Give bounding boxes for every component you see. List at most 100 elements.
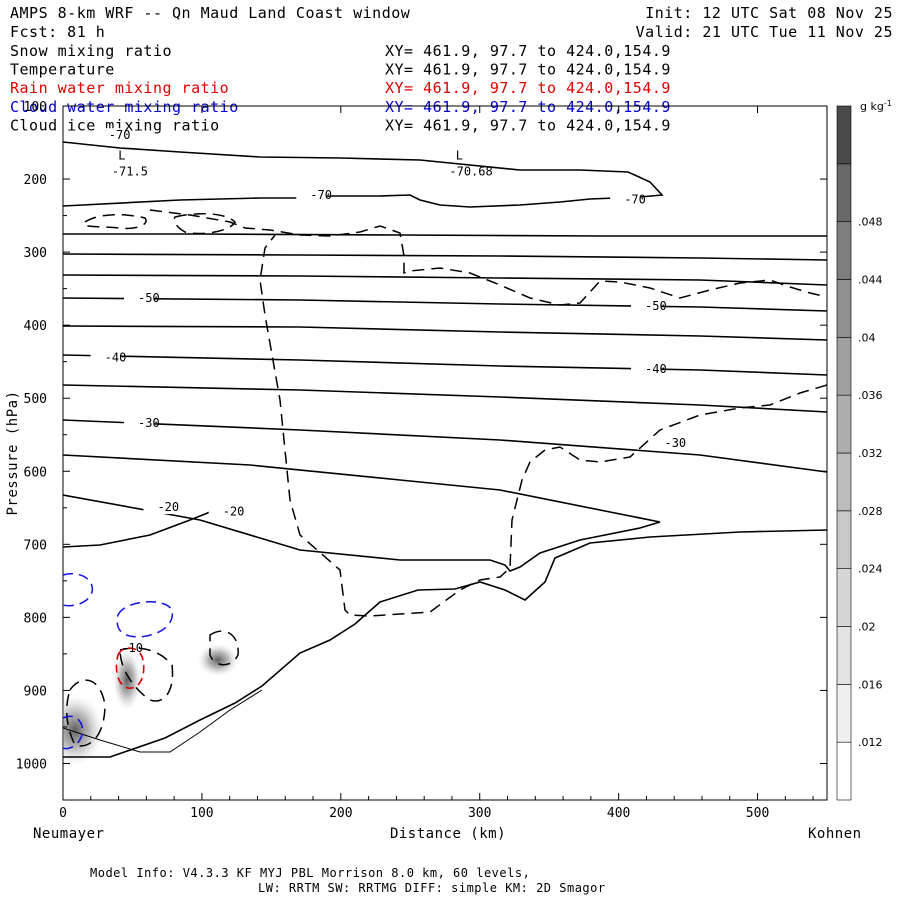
colorbar-tick-label: .04 (858, 331, 876, 344)
init-time: Init: 12 UTC Sat 08 Nov 25 (645, 4, 893, 22)
colorbar-tick-label: .032 (858, 447, 883, 460)
cloud-ice-small-2 (173, 212, 236, 235)
low-value: -71.5 (112, 165, 148, 179)
temperature-contour-label: -70 (310, 188, 332, 202)
isotherm-minus60 (63, 233, 827, 237)
isotherm-minus50 (63, 297, 827, 312)
chart-labels: -70 -70 -70 -50 -50 -40 -40 -30 -30 -20 -20 L -71.5 L… (90, 128, 686, 655)
cloud-ice-small-1 (83, 214, 147, 230)
colorbar-unit-exponent: -1 (884, 99, 892, 108)
y-tick-label: 100 (24, 100, 47, 115)
low-marker: L (118, 149, 125, 163)
colorbar-tick-label: .048 (858, 216, 883, 229)
isotherm-b (63, 274, 827, 286)
contour-label-bg (124, 416, 155, 431)
y-tick-label: 500 (24, 392, 47, 407)
temperature-contour-label: -50 (645, 299, 667, 313)
snow-shading-blob (198, 644, 238, 676)
terrain-surface-inner (63, 689, 263, 753)
x-tick-label: 300 (468, 806, 491, 821)
forecast-hour: Fcst: 81 h (10, 23, 105, 41)
snow-shading-blob (113, 650, 141, 710)
colorbar-tick-label: .044 (858, 274, 883, 287)
low-value: -70.68 (449, 165, 492, 179)
y-tick-label: 300 (24, 246, 47, 261)
y-tick-label: 600 (24, 465, 47, 480)
cloud-ice-lower-3 (209, 630, 239, 666)
axis-ticks: 100 200 300 400 500 600 700 800 900 1000 0 100 200 30… (16, 100, 827, 821)
contour-label-bg (90, 350, 121, 365)
isotherm-d (63, 384, 827, 413)
contour-label-bg (631, 299, 662, 314)
temperature-contour-label: -20 (157, 500, 179, 514)
cloud-water-3 (63, 715, 84, 750)
contour-label-bg (631, 361, 662, 376)
colorbar-swatch (836, 394, 852, 454)
model-info-line2: LW: RRTM SW: RRTMG DIFF: simple KM: 2D S… (258, 881, 606, 895)
y-tick-label: 700 (24, 538, 47, 553)
plot-frame (62, 105, 828, 801)
isotherm-a (63, 253, 827, 261)
variable-name: Temperature (10, 61, 115, 79)
colorbar-swatch (836, 452, 852, 512)
colorbar-swatch (836, 337, 852, 396)
contour-label-bg (124, 291, 155, 306)
x-tick-label: 100 (190, 806, 213, 821)
contour-label-bg (610, 192, 641, 207)
cloud-water-contours (63, 573, 174, 750)
contour-label-bg (143, 500, 174, 515)
temperature-contour-label: -70 (109, 128, 131, 142)
colorbar-tick-label: .028 (858, 505, 883, 518)
colorbar-swatch (836, 105, 852, 165)
colorbar-tick-label: .016 (858, 678, 883, 691)
cloud-ice-main (149, 209, 827, 617)
colorbar-unit: g kg-1 (860, 99, 892, 113)
plot-content (63, 141, 827, 765)
low-marker: L (456, 149, 463, 163)
isotherm-minus30 (63, 419, 827, 473)
cloud-water-1 (63, 573, 94, 607)
variable-name: Cloud ice mixing ratio (10, 116, 220, 134)
variable-name: Rain water mixing ratio (10, 79, 229, 97)
y-tick-label: 800 (24, 611, 47, 626)
temperature-contour-label: -40 (105, 350, 127, 364)
contour-label-bg (208, 504, 239, 519)
cloud-ice-contours (65, 209, 827, 747)
variable-xy: XY= 461.9, 97.7 to 424.0,154.9 (385, 42, 671, 60)
variable-name: Cloud water mixing ratio (10, 98, 239, 116)
colorbar: .012 .016 .02 .024 .028 .032 .036 .04 .044 .048 (836, 105, 883, 801)
contour-label-bg (650, 435, 681, 450)
variable-xy: XY= 461.9, 97.7 to 424.0,154.9 (385, 61, 671, 79)
rain-water-1 (115, 647, 145, 689)
x-tick-label: 200 (329, 806, 352, 821)
colorbar-tick-label: .012 (858, 736, 883, 749)
isotherm-c (63, 325, 827, 341)
colorbar-tick-label: .02 (858, 621, 876, 634)
colorbar-swatch (836, 163, 852, 222)
temperature-contour-label: -20 (223, 504, 245, 518)
x-tick-label: 500 (746, 806, 769, 821)
y-tick-label: 900 (24, 684, 47, 699)
y-tick-label: 1000 (16, 757, 47, 772)
model-info-line1: Model Info: V4.3.3 KF MYJ PBL Morrison 8… (90, 866, 530, 880)
contour-label-bg (296, 188, 327, 203)
variable-xy: XY= 461.9, 97.7 to 424.0,154.9 (385, 116, 671, 134)
left-endpoint-label: Neumayer (33, 826, 104, 842)
rain-contour-label: -10 (121, 641, 143, 655)
variable-xy: XY= 461.9, 97.7 to 424.0,154.9 (385, 98, 671, 116)
temperature-contour-label: -70 (624, 193, 646, 207)
colorbar-tick-label: .036 (858, 389, 883, 402)
variable-name: Snow mixing ratio (10, 42, 172, 60)
isotherm-minus70-upper (63, 141, 664, 208)
temperature-contour-label: -50 (138, 291, 160, 305)
cloud-ice-lower-1 (65, 679, 106, 747)
colorbar-swatch (836, 510, 852, 569)
colorbar-swatch (836, 684, 852, 743)
cloud-ice-lower-2 (119, 647, 174, 702)
x-tick-label: 400 (607, 806, 630, 821)
temperature-contour-label: -40 (645, 362, 667, 376)
variable-legend: Snow mixing ratio XY= 461.9, 97.7 to 424.… (10, 42, 671, 134)
x-axis-label: Distance (km) (390, 826, 506, 842)
y-tick-label: 400 (24, 319, 47, 334)
